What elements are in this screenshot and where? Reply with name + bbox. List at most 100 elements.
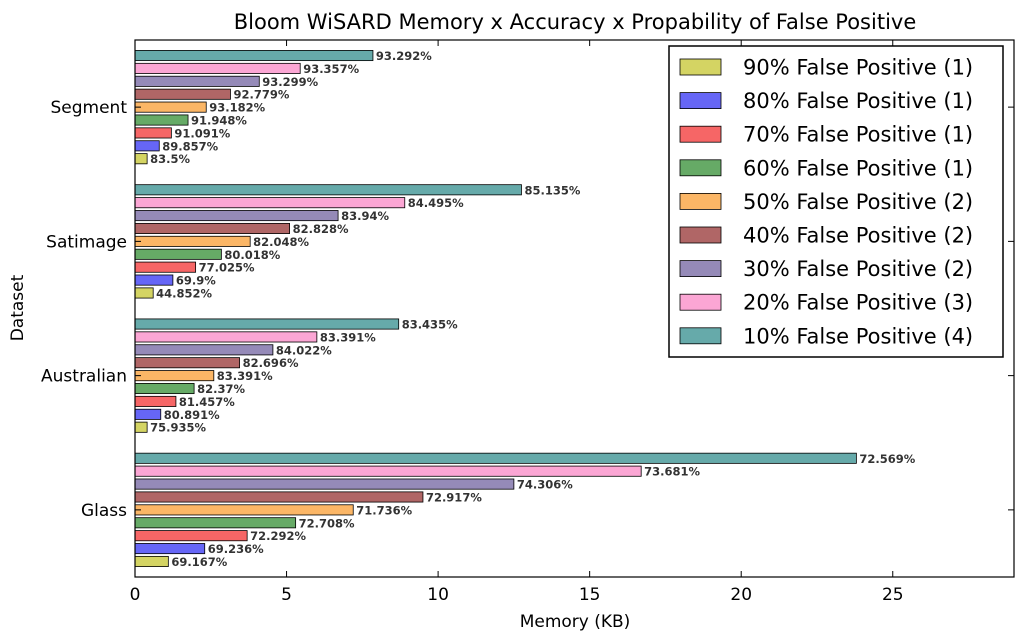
bar bbox=[134, 478, 515, 490]
data-label: 91.091% bbox=[174, 126, 230, 140]
y-axis-label: Dataset bbox=[8, 274, 28, 341]
legend-label: 60% False Positive (1) bbox=[743, 156, 973, 180]
x-tick-label: 10 bbox=[427, 585, 449, 605]
data-label: 71.736% bbox=[356, 503, 412, 517]
data-label: 93.182% bbox=[209, 101, 265, 115]
bar bbox=[134, 543, 206, 555]
plot-frame bbox=[134, 39, 1015, 578]
x-tick-label: 15 bbox=[579, 585, 601, 605]
data-label: 69.167% bbox=[171, 555, 227, 569]
data-label: 82.696% bbox=[243, 356, 299, 370]
bar bbox=[134, 287, 154, 299]
legend-label: 80% False Positive (1) bbox=[743, 89, 973, 113]
bar-group: 69.167%69.236%72.292%72.708%71.736% 72.91… bbox=[134, 49, 916, 569]
data-label: 84.495% bbox=[408, 196, 464, 210]
legend-swatch bbox=[679, 260, 722, 278]
data-label: 69.9% bbox=[176, 274, 216, 288]
legend: 90% False Positive (1) 80% False Positive… bbox=[668, 45, 1004, 358]
bar bbox=[134, 452, 857, 464]
x-axis-label: Memory (KB) bbox=[520, 612, 631, 632]
data-label: 72.917% bbox=[426, 490, 482, 504]
data-label: 73.681% bbox=[644, 465, 700, 479]
y-tick-label: Australian bbox=[41, 367, 127, 387]
bar bbox=[134, 504, 354, 516]
bar bbox=[134, 395, 177, 407]
legend-label: 30% False Positive (2) bbox=[743, 257, 973, 281]
data-label: 82.828% bbox=[293, 222, 349, 236]
data-label: 92.779% bbox=[233, 88, 289, 102]
legend-label: 70% False Positive (1) bbox=[743, 123, 973, 147]
bar bbox=[134, 530, 248, 542]
bar bbox=[134, 357, 240, 369]
bar bbox=[134, 370, 215, 382]
bar bbox=[134, 210, 339, 222]
data-label: 82.048% bbox=[253, 235, 309, 249]
x-tick-label: 25 bbox=[882, 585, 904, 605]
data-label: 80.018% bbox=[224, 248, 280, 262]
data-label: 83.94% bbox=[341, 209, 389, 223]
bar bbox=[134, 222, 290, 234]
data-label: 72.708% bbox=[299, 516, 355, 530]
legend-swatch bbox=[679, 92, 722, 109]
bar bbox=[134, 261, 197, 273]
data-label: 72.569% bbox=[859, 452, 915, 466]
bar bbox=[134, 184, 522, 196]
legend-swatch bbox=[679, 192, 722, 210]
data-label: 75.935% bbox=[150, 421, 206, 435]
bar bbox=[134, 127, 172, 139]
legend-swatch bbox=[679, 58, 722, 76]
bar bbox=[134, 75, 260, 87]
data-label: 93.299% bbox=[262, 75, 318, 89]
bar bbox=[134, 491, 424, 503]
data-label: 82.37% bbox=[197, 382, 245, 396]
bar bbox=[134, 421, 148, 433]
data-label: 85.135% bbox=[524, 183, 580, 197]
legend-swatch bbox=[679, 226, 722, 244]
x-tick-label: 0 bbox=[130, 585, 141, 605]
bar bbox=[134, 235, 251, 247]
legend-label: 50% False Positive (2) bbox=[743, 190, 973, 214]
x-tick-label: 5 bbox=[281, 585, 292, 605]
bar bbox=[134, 465, 642, 477]
bar bbox=[134, 114, 189, 126]
axis-ticks: Glass Australian Satimage Segment 0 5 10 15 20 25 bbox=[41, 40, 1014, 605]
bar bbox=[134, 517, 297, 529]
legend-swatch bbox=[679, 327, 722, 345]
data-label: 83.391% bbox=[217, 369, 273, 383]
bar bbox=[134, 383, 195, 395]
bar bbox=[134, 344, 274, 356]
y-tick-label: Glass bbox=[81, 501, 127, 521]
legend-frame bbox=[668, 45, 1004, 358]
legend-label: 90% False Positive (1) bbox=[743, 56, 973, 80]
bar bbox=[134, 197, 406, 209]
data-label: 84.022% bbox=[276, 343, 332, 357]
chart-title: Bloom WiSARD Memory x Accuracy x Propabi… bbox=[234, 10, 917, 34]
legend-label: 40% False Positive (2) bbox=[743, 224, 973, 248]
legend-swatch bbox=[679, 293, 722, 311]
bar bbox=[134, 248, 222, 260]
y-tick-label: Segment bbox=[51, 98, 128, 118]
legend-label: 10% False Positive (4) bbox=[743, 324, 973, 348]
data-label: 93.292% bbox=[376, 49, 432, 63]
bar bbox=[134, 101, 207, 113]
legend-swatch bbox=[679, 125, 722, 143]
bar bbox=[134, 153, 148, 165]
data-label: 80.891% bbox=[164, 408, 220, 422]
bar bbox=[134, 408, 162, 420]
bar bbox=[134, 318, 400, 330]
legend-swatch bbox=[679, 159, 722, 177]
bar bbox=[134, 331, 318, 343]
data-label: 72.292% bbox=[250, 529, 306, 543]
data-label: 89.857% bbox=[162, 139, 218, 153]
data-label: 91.948% bbox=[191, 114, 247, 128]
data-label: 69.236% bbox=[208, 542, 264, 556]
bar bbox=[134, 140, 160, 152]
bar bbox=[134, 274, 174, 286]
bar bbox=[134, 555, 169, 567]
data-label: 81.457% bbox=[179, 395, 235, 409]
data-label: 93.357% bbox=[303, 62, 359, 76]
bar bbox=[134, 62, 301, 74]
bar bbox=[134, 88, 231, 100]
bar bbox=[134, 50, 374, 62]
